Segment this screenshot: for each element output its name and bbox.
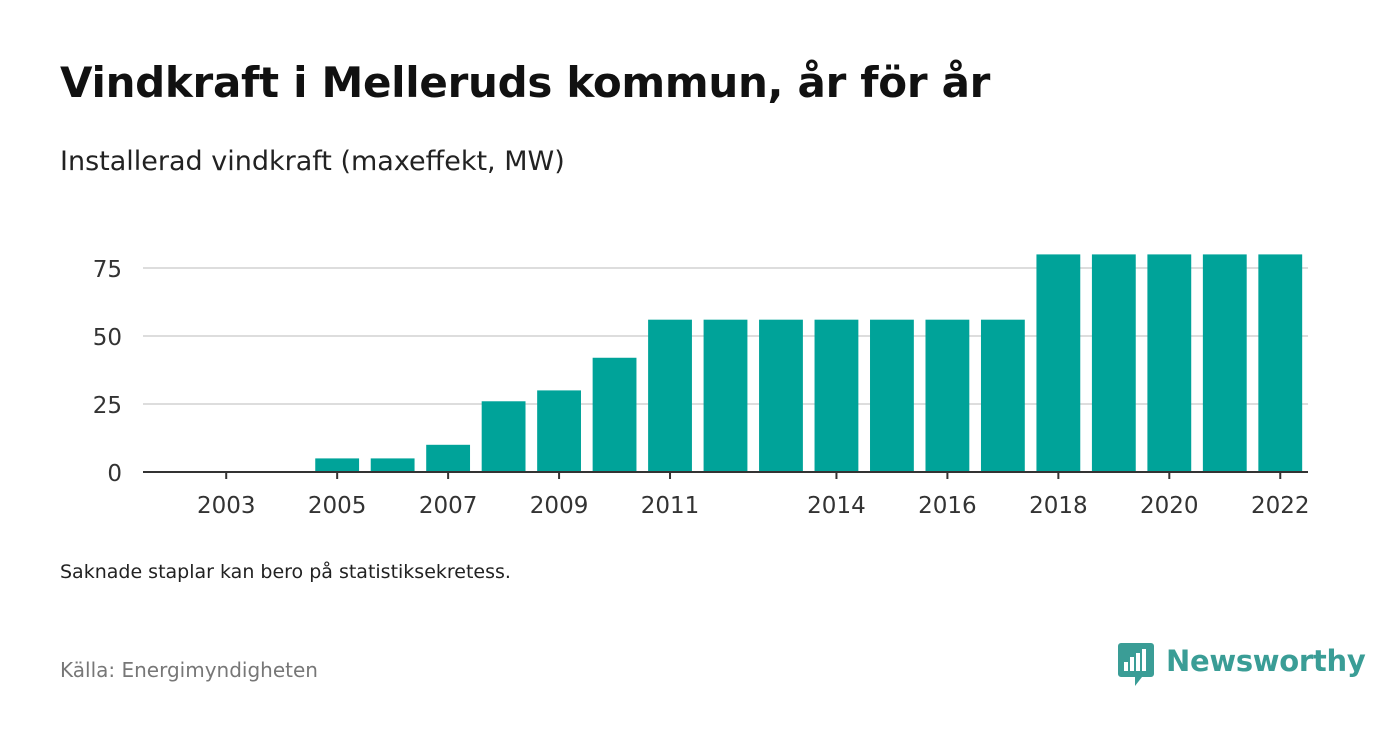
brand-name: Newsworthy xyxy=(1166,644,1366,678)
x-tick-label: 2007 xyxy=(419,493,478,519)
bar-2014 xyxy=(814,319,859,472)
x-tick-label: 2016 xyxy=(918,493,977,519)
bar-2020 xyxy=(1147,254,1192,472)
x-tick-label: 2022 xyxy=(1251,493,1310,519)
bar-2022 xyxy=(1258,254,1303,472)
bar-2017 xyxy=(980,319,1025,472)
bar-2005 xyxy=(315,458,360,472)
bars xyxy=(315,254,1303,472)
x-tick-labels: 2003 2005 2007 2009 2011 2014 2016 2018 2020 2022 xyxy=(197,493,1310,519)
bar-2012 xyxy=(703,319,748,472)
bar-2011 xyxy=(648,319,692,472)
bar-2015 xyxy=(870,319,914,472)
bar-2013 xyxy=(759,319,803,472)
bar-2009 xyxy=(537,390,581,472)
bar-chart-speech-bubble-icon xyxy=(1118,643,1154,686)
y-tick-labels: 0 25 50 75 xyxy=(93,257,122,487)
bar-2007 xyxy=(426,444,471,472)
x-tick-label: 2011 xyxy=(641,493,700,519)
bar-chart: 0 25 50 75 2003 2005 2007 2009 2011 2014 2016 2018… xyxy=(93,254,1310,519)
y-tick-label: 0 xyxy=(107,461,122,487)
x-tick-label: 2020 xyxy=(1140,493,1199,519)
chart-title: Vindkraft i Melleruds kommun, år för år xyxy=(60,58,991,107)
x-tick-label: 2009 xyxy=(530,493,589,519)
source-credit: Källa: Energimyndigheten xyxy=(60,658,318,682)
axes xyxy=(143,471,1308,479)
bar-2006 xyxy=(370,458,415,472)
bar-2021 xyxy=(1202,254,1247,472)
bar-2018 xyxy=(1036,254,1081,472)
x-tick-label: 2014 xyxy=(807,493,866,519)
footnote: Saknade staplar kan bero på statistiksek… xyxy=(60,561,511,583)
y-tick-label: 50 xyxy=(93,325,122,351)
x-tick-label: 2018 xyxy=(1029,493,1088,519)
bar-2016 xyxy=(925,319,970,472)
brand: Newsworthy xyxy=(1118,640,1366,688)
x-tick-label: 2003 xyxy=(197,493,256,519)
y-tick-label: 25 xyxy=(93,393,122,419)
x-tick-label: 2005 xyxy=(308,493,367,519)
y-tick-label: 75 xyxy=(93,257,122,283)
bar-2019 xyxy=(1091,254,1136,472)
bar-2010 xyxy=(592,357,637,472)
chart-subtitle: Installerad vindkraft (maxeffekt, MW) xyxy=(60,146,565,177)
bar-2008 xyxy=(481,401,526,472)
